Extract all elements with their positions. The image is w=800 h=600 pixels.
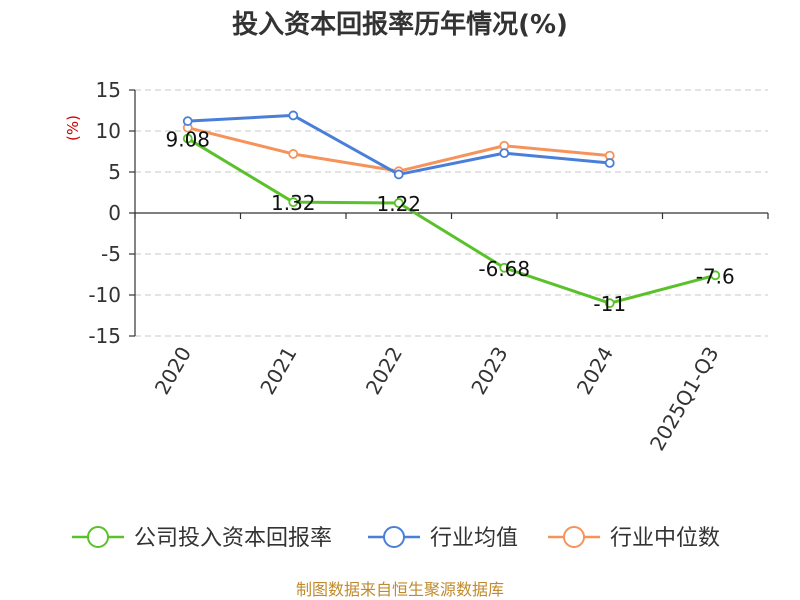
data-point xyxy=(604,298,615,309)
legend-marker xyxy=(87,526,109,548)
legend: 公司投入资本回报率 行业均值 行业中位数 xyxy=(72,526,720,551)
series-line xyxy=(186,137,716,305)
legend-label: 公司投入资本回报率 xyxy=(134,526,332,551)
x-tick-label: 2020 xyxy=(150,343,196,399)
y-tick-label: -5 xyxy=(101,242,121,266)
data-point xyxy=(499,262,510,273)
data-point xyxy=(182,116,193,127)
data-label: -6.68 xyxy=(478,257,530,281)
source-note: 制图数据来自恒生聚源数据库 xyxy=(296,580,504,599)
data-point xyxy=(288,197,299,208)
x-tick-label: 2024 xyxy=(572,343,618,399)
data-label: -7.6 xyxy=(696,264,735,288)
y-tick-label: 0 xyxy=(108,201,121,225)
data-label: -11 xyxy=(593,292,626,316)
legend-marker xyxy=(383,526,405,548)
data-point xyxy=(393,169,404,180)
y-tick-label: 10 xyxy=(96,119,121,143)
y-tick-label: 5 xyxy=(108,160,121,184)
data-label: 1.32 xyxy=(271,191,316,215)
y-tick-labels: 15 10 5 0 -5 -10 -15 xyxy=(88,78,121,348)
legend-marker xyxy=(563,526,585,548)
x-tick-label: 2025Q1-Q3 xyxy=(645,343,724,455)
data-point xyxy=(393,198,404,208)
legend-label: 行业均值 xyxy=(430,526,518,551)
data-label: 9.08 xyxy=(165,128,210,152)
data-point xyxy=(710,270,721,281)
data-point xyxy=(604,158,615,168)
legend-label: 行业中位数 xyxy=(610,526,720,551)
x-tick-labels: 2020 2021 2022 2023 2024 2025Q1-Q3 xyxy=(150,343,724,455)
x-tick-label: 2023 xyxy=(466,343,512,399)
y-axis-unit: (%) xyxy=(64,115,82,141)
data-point xyxy=(499,148,510,159)
series-line xyxy=(187,126,610,173)
y-tick-label: -10 xyxy=(88,283,121,307)
y-tick-label: 15 xyxy=(96,78,121,102)
axes xyxy=(129,89,769,337)
data-labels: 9.08 1.32 1.22 -6.68 -11 -7.6 xyxy=(165,128,734,317)
chart-title: 投入资本回报率历年情况(%) xyxy=(232,9,568,40)
data-label: 1.22 xyxy=(376,192,421,216)
data-point xyxy=(288,149,299,159)
data-point xyxy=(182,133,193,144)
x-tick-label: 2022 xyxy=(361,343,407,399)
series-lines xyxy=(182,110,721,309)
y-tick-label: -15 xyxy=(88,324,121,348)
data-point xyxy=(288,110,299,121)
x-tick-label: 2021 xyxy=(255,343,301,399)
